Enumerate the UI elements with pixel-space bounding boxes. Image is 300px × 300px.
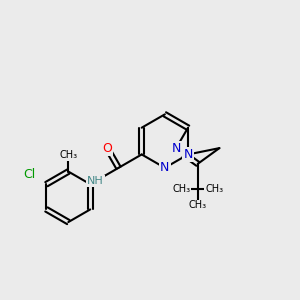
Text: CH₃: CH₃ (172, 184, 190, 194)
Text: NH: NH (87, 176, 104, 186)
Text: N: N (183, 148, 193, 161)
Text: N: N (160, 161, 170, 174)
Text: CH₃: CH₃ (205, 184, 223, 194)
Text: Cl: Cl (24, 168, 36, 181)
Text: CH₃: CH₃ (59, 150, 77, 160)
Text: O: O (102, 142, 112, 155)
Text: N: N (171, 142, 181, 154)
Text: CH₃: CH₃ (189, 200, 207, 210)
